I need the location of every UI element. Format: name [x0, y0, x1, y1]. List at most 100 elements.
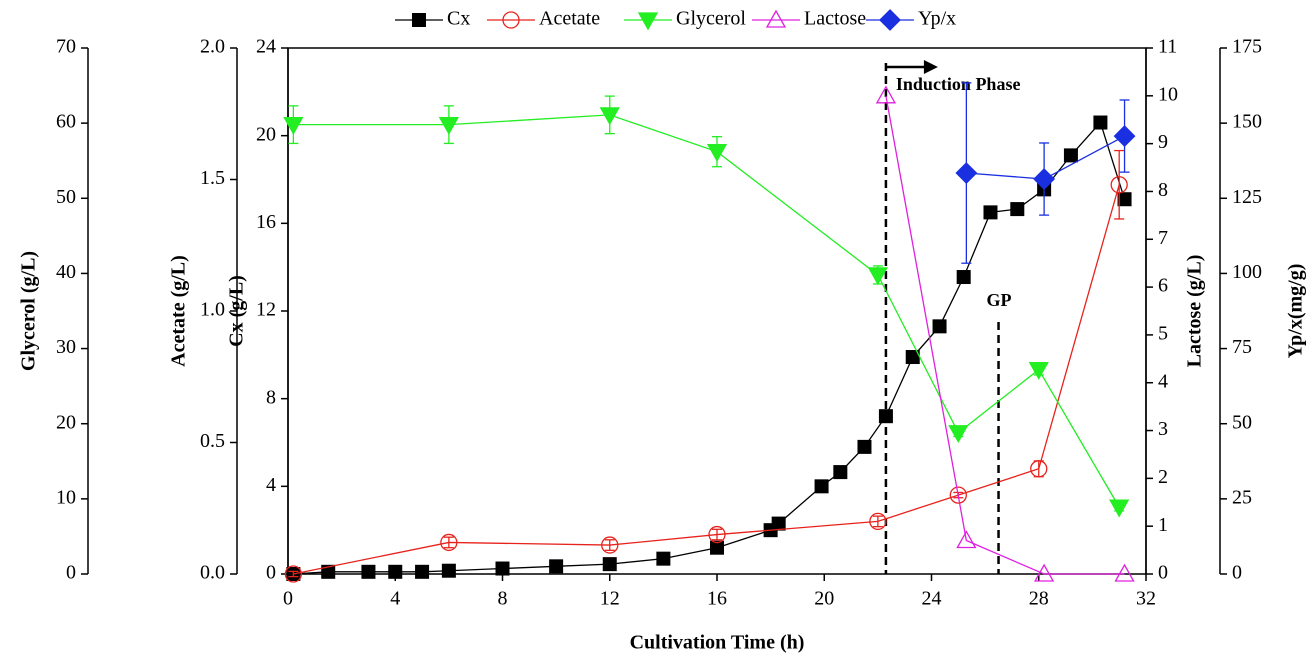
y-tick-label: 6	[1158, 275, 1168, 297]
y-tick-label: 4	[1158, 370, 1168, 392]
y-axis-title: Cx (g/L)	[226, 275, 248, 347]
data-point	[438, 116, 459, 135]
y-tick-label: 150	[1232, 111, 1262, 133]
data-point	[495, 561, 510, 576]
data-point	[867, 267, 888, 286]
legend-marker	[879, 9, 901, 31]
data-point	[440, 533, 458, 552]
plot-frame	[287, 47, 1147, 575]
y-tick-label: 12	[256, 299, 276, 321]
y-tick-label: 2	[1158, 466, 1168, 488]
annotation-text: Induction Phase	[896, 74, 1021, 94]
error-bar	[604, 539, 615, 551]
data-point	[905, 350, 920, 365]
data-point	[949, 486, 967, 504]
x-tick-label: 0	[283, 588, 293, 610]
data-point	[1114, 563, 1135, 582]
y-tick-label: 30	[56, 336, 76, 358]
data-point	[601, 536, 619, 554]
y-tick-label: 25	[1232, 486, 1252, 508]
data-point	[869, 512, 887, 531]
y-tick-label: 0	[266, 562, 276, 584]
error-bar	[1114, 149, 1125, 220]
y-tick-label: 20	[256, 123, 276, 145]
data-point	[1010, 202, 1025, 217]
data-point	[602, 557, 617, 572]
data-point	[1093, 115, 1108, 130]
y-tick-label: 10	[1158, 83, 1178, 105]
data-point	[441, 563, 456, 578]
y-tick-label: 0	[66, 562, 76, 584]
legend-label: Cx	[447, 8, 470, 30]
series-line	[293, 114, 1120, 508]
data-point	[833, 465, 848, 480]
y-tick-label: 4	[266, 474, 276, 496]
x-tick-label: 24	[922, 588, 942, 610]
error-bar	[443, 536, 454, 549]
data-point	[857, 439, 872, 454]
legend-marker	[412, 13, 426, 27]
legend-marker	[765, 9, 787, 28]
error-bar	[712, 528, 722, 541]
error-bar	[1033, 460, 1044, 478]
y-tick-label: 75	[1232, 336, 1252, 358]
x-tick-label: 32	[1136, 588, 1156, 610]
x-tick-label: 4	[390, 588, 400, 610]
y-tick-label: 8	[266, 386, 276, 408]
y-tick-label: 40	[56, 261, 76, 283]
legend-label: Glycerol	[676, 8, 746, 30]
y-tick-label: 8	[1158, 179, 1168, 201]
data-point	[1109, 499, 1130, 518]
y-axis-title: Acetate (g/L)	[168, 255, 190, 367]
series-line	[293, 184, 1120, 575]
y-axis-title: Lactose (g/L)	[1184, 255, 1206, 368]
y-tick-label: 11	[1158, 36, 1177, 58]
x-axis-title: Cultivation Time (h)	[630, 632, 805, 654]
y-tick-label: 50	[1232, 411, 1252, 433]
y-tick-label: 10	[56, 486, 76, 508]
y-tick-label: 16	[256, 211, 276, 233]
data-point	[283, 116, 304, 135]
y-tick-label: 0	[1158, 562, 1168, 584]
error-bar	[288, 570, 299, 578]
y-tick-label: 125	[1232, 186, 1262, 208]
data-point	[1028, 361, 1049, 380]
data-point	[1117, 192, 1132, 207]
data-point	[361, 564, 376, 579]
x-tick-label: 28	[1029, 588, 1049, 610]
data-point	[878, 409, 893, 424]
x-tick-label: 12	[600, 588, 620, 610]
y-tick-label: 2.0	[200, 36, 225, 58]
x-tick-label: 8	[498, 588, 508, 610]
y-axis-title: Glycerol (g/L)	[18, 251, 40, 371]
data-point	[1063, 148, 1078, 163]
data-point	[710, 540, 724, 555]
data-point	[706, 144, 728, 163]
data-point	[1110, 176, 1128, 194]
data-point	[932, 319, 947, 334]
data-point	[656, 551, 671, 566]
y-tick-label: 3	[1158, 418, 1168, 440]
series-line	[293, 121, 1126, 575]
y-tick-label: 5	[1158, 323, 1168, 345]
error-bar	[872, 515, 883, 528]
legend-label: Lactose	[804, 8, 866, 30]
y-tick-label: 0.5	[200, 430, 225, 452]
data-point	[549, 559, 564, 574]
data-point	[956, 270, 971, 285]
y-tick-label: 9	[1158, 131, 1168, 153]
arrow-head	[923, 60, 938, 74]
data-point	[983, 205, 998, 220]
y-tick-label: 1.5	[200, 167, 225, 189]
y-tick-label: 24	[256, 36, 276, 58]
y-tick-label: 70	[56, 36, 76, 58]
data-point	[388, 564, 403, 579]
y-tick-label: 0.0	[200, 562, 225, 584]
data-point	[1030, 460, 1048, 478]
y-tick-label: 0	[1232, 562, 1242, 584]
y-tick-label: 20	[56, 411, 76, 433]
data-point	[415, 564, 430, 579]
data-point	[708, 525, 726, 544]
data-point	[955, 162, 978, 184]
y-axis-title: Yp/x(mg/g)	[1285, 264, 1307, 359]
